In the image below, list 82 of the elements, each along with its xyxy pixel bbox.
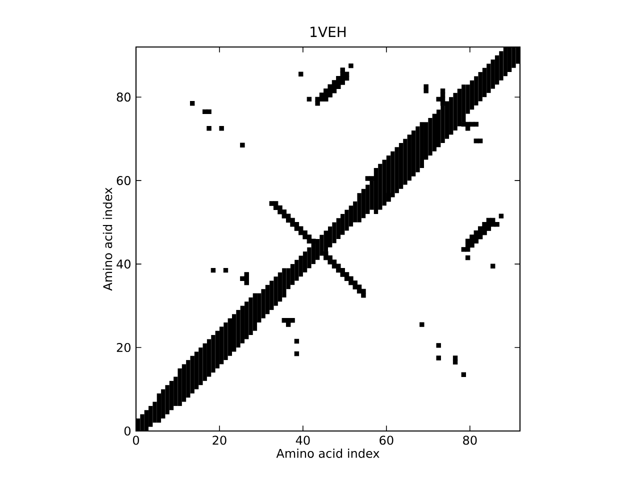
- bar: [248, 297, 253, 335]
- x-tick-label: 60: [380, 436, 394, 445]
- bar: [420, 122, 424, 168]
- bar: [315, 239, 320, 260]
- bar: [282, 268, 286, 298]
- bar: [470, 80, 474, 110]
- bar: [357, 193, 362, 222]
- bar: [374, 168, 378, 214]
- bar: [148, 406, 153, 427]
- bar: [494, 55, 500, 85]
- x-tick-label: 40: [296, 436, 310, 445]
- bar: [194, 352, 199, 390]
- bar: [332, 222, 336, 244]
- bar: [232, 314, 236, 352]
- x-axis-title: Amino acid index: [276, 448, 380, 458]
- bar: [344, 210, 349, 231]
- bar: [490, 60, 495, 89]
- bar: [294, 260, 299, 281]
- bar: [198, 348, 203, 386]
- bar: [486, 64, 491, 93]
- y-tick-label: 80: [116, 92, 130, 102]
- bar: [224, 322, 228, 360]
- bar: [265, 284, 270, 314]
- chart-title: 1VEH: [310, 26, 346, 37]
- bar: [394, 147, 399, 194]
- bar: [261, 289, 266, 318]
- bar: [244, 302, 249, 340]
- bar: [219, 326, 224, 364]
- bar: [274, 276, 278, 306]
- bar: [169, 380, 174, 410]
- bar: [336, 218, 341, 240]
- bar: [328, 226, 332, 248]
- bar: [165, 385, 170, 414]
- bar: [436, 110, 441, 148]
- bar: [407, 134, 412, 181]
- bar: [156, 393, 162, 423]
- bar: [416, 126, 420, 172]
- bar: [444, 101, 450, 139]
- bar: [236, 310, 240, 348]
- bar: [478, 72, 482, 102]
- bar: [278, 272, 282, 302]
- bar: [202, 343, 207, 381]
- bar: [161, 389, 166, 418]
- bar: [240, 306, 245, 344]
- bar: [457, 88, 462, 126]
- bar: [228, 318, 232, 356]
- bar: [403, 138, 408, 185]
- bar: [186, 360, 190, 398]
- y-axis-title: Amino acid index: [102, 188, 112, 291]
- bar: [474, 76, 478, 106]
- bar: [290, 264, 295, 285]
- bar: [499, 51, 504, 80]
- bar: [298, 256, 303, 277]
- bar: [411, 130, 416, 176]
- bar: [206, 339, 212, 377]
- bar: [366, 184, 370, 214]
- bar: [378, 164, 382, 210]
- bar: [307, 247, 312, 268]
- bar: [211, 335, 216, 373]
- y-tick-label: 20: [116, 342, 130, 352]
- bar: [302, 252, 308, 272]
- y-tick-label: 60: [116, 176, 130, 186]
- bar: [449, 97, 454, 135]
- bar: [182, 364, 186, 402]
- bar: [453, 92, 458, 130]
- bar: [270, 280, 274, 310]
- y-tick-label: 0: [124, 426, 130, 436]
- bar: [482, 68, 487, 98]
- bar: [215, 330, 220, 368]
- bar: [428, 118, 432, 156]
- x-tick-label: 80: [463, 436, 477, 445]
- x-tick-label: 0: [132, 436, 140, 445]
- y-tick-label: 40: [116, 260, 130, 269]
- bar: [361, 188, 366, 218]
- bar: [340, 214, 345, 235]
- bar: [190, 356, 194, 394]
- bar: [178, 368, 182, 406]
- x-tick-label: 20: [212, 436, 226, 445]
- bar: [348, 206, 354, 226]
- bar: [432, 114, 437, 152]
- bar: [252, 293, 258, 331]
- bar: [398, 143, 404, 189]
